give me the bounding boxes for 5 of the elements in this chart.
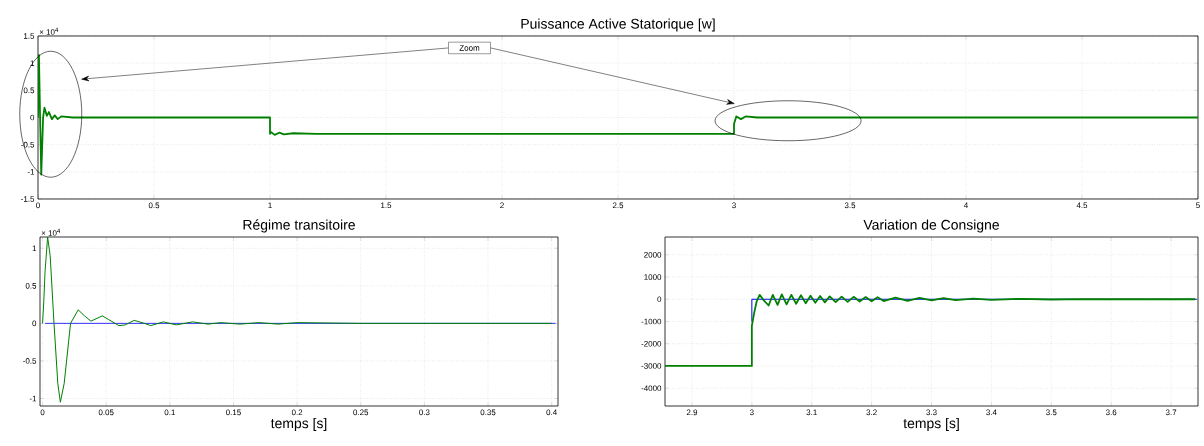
chart-title: Régime transitoire bbox=[243, 219, 355, 233]
chart-title: Puissance Active Statorique [w] bbox=[521, 18, 715, 32]
x-axis-title: temps [s] bbox=[270, 418, 327, 431]
chart-title: Variation de Consigne bbox=[863, 219, 999, 233]
x-axis-title: temps [s] bbox=[903, 418, 959, 431]
